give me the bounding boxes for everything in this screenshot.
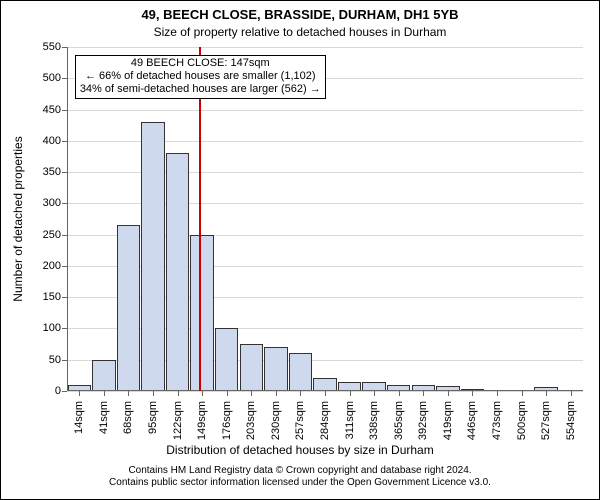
y-tick-label: 350: [33, 166, 61, 178]
x-tick-mark: [227, 391, 228, 396]
x-tick-label: 257sqm: [294, 401, 306, 440]
x-tick-label: 230sqm: [270, 401, 282, 440]
x-tick-label: 419sqm: [442, 401, 454, 440]
x-tick-label: 365sqm: [393, 401, 405, 440]
histogram-bar: [264, 347, 287, 391]
x-tick-label: 500sqm: [516, 401, 528, 440]
axis-line: [67, 390, 583, 391]
histogram-bar: [240, 344, 263, 391]
x-tick-mark: [202, 391, 203, 396]
x-tick-mark: [300, 391, 301, 396]
histogram-bar: [141, 122, 164, 391]
x-tick-label: 392sqm: [417, 401, 429, 440]
plot-area: 05010015020025030035040045050055014sqm41…: [67, 47, 583, 391]
x-tick-label: 338sqm: [368, 401, 380, 440]
x-axis-label: Distribution of detached houses by size …: [1, 443, 599, 457]
x-tick-label: 122sqm: [172, 401, 184, 440]
x-tick-mark: [522, 391, 523, 396]
x-tick-mark: [153, 391, 154, 396]
y-tick-label: 550: [33, 41, 61, 53]
reference-line: [199, 47, 201, 391]
x-tick-label: 203sqm: [245, 401, 257, 440]
y-tick-label: 150: [33, 291, 61, 303]
x-tick-mark: [472, 391, 473, 396]
x-tick-label: 14sqm: [73, 401, 85, 434]
x-tick-mark: [251, 391, 252, 396]
x-tick-mark: [571, 391, 572, 396]
annotation-line: ← 66% of detached houses are smaller (1,…: [80, 70, 321, 83]
axis-line: [67, 47, 68, 391]
footer-attribution: Contains HM Land Registry data © Crown c…: [1, 465, 599, 489]
x-tick-label: 473sqm: [491, 401, 503, 440]
x-tick-label: 446sqm: [466, 401, 478, 440]
y-tick-label: 200: [33, 260, 61, 272]
x-tick-label: 41sqm: [98, 401, 110, 434]
x-tick-mark: [325, 391, 326, 396]
x-tick-label: 554sqm: [565, 401, 577, 440]
histogram-bar: [166, 153, 189, 391]
annotation-line: 49 BEECH CLOSE: 147sqm: [80, 57, 321, 70]
footer-line1: Contains HM Land Registry data © Crown c…: [1, 465, 599, 477]
y-tick-mark: [62, 391, 67, 392]
x-tick-mark: [178, 391, 179, 396]
chart-title-line1: 49, BEECH CLOSE, BRASSIDE, DURHAM, DH1 5…: [1, 7, 599, 22]
x-tick-mark: [546, 391, 547, 396]
x-tick-label: 284sqm: [319, 401, 331, 440]
x-tick-label: 68sqm: [122, 401, 134, 434]
y-tick-label: 50: [33, 354, 61, 366]
y-tick-label: 100: [33, 322, 61, 334]
y-tick-label: 0: [33, 385, 61, 397]
x-tick-label: 149sqm: [196, 401, 208, 440]
annotation-line: 34% of semi-detached houses are larger (…: [80, 83, 321, 96]
x-tick-mark: [276, 391, 277, 396]
histogram-bar: [117, 225, 140, 391]
x-tick-mark: [128, 391, 129, 396]
x-tick-label: 311sqm: [344, 401, 356, 439]
histogram-bar: [289, 353, 312, 391]
x-tick-label: 527sqm: [540, 401, 552, 440]
grid-line: [67, 110, 583, 111]
x-tick-mark: [399, 391, 400, 396]
x-tick-label: 95sqm: [147, 401, 159, 434]
chart-container: 49, BEECH CLOSE, BRASSIDE, DURHAM, DH1 5…: [0, 0, 600, 500]
x-tick-mark: [497, 391, 498, 396]
chart-title-line2: Size of property relative to detached ho…: [1, 25, 599, 39]
grid-line: [67, 47, 583, 48]
x-tick-mark: [448, 391, 449, 396]
x-tick-mark: [104, 391, 105, 396]
x-tick-mark: [423, 391, 424, 396]
y-tick-label: 250: [33, 229, 61, 241]
x-tick-mark: [79, 391, 80, 396]
x-tick-label: 176sqm: [221, 401, 233, 440]
histogram-bar: [190, 235, 213, 391]
y-tick-label: 500: [33, 72, 61, 84]
footer-line2: Contains public sector information licen…: [1, 477, 599, 489]
annotation-box: 49 BEECH CLOSE: 147sqm← 66% of detached …: [75, 55, 326, 99]
x-tick-mark: [350, 391, 351, 396]
y-tick-label: 400: [33, 135, 61, 147]
x-tick-mark: [374, 391, 375, 396]
y-tick-label: 450: [33, 104, 61, 116]
y-axis-label: Number of detached properties: [11, 136, 25, 301]
histogram-bar: [92, 360, 115, 391]
histogram-bar: [215, 328, 238, 391]
y-tick-label: 300: [33, 197, 61, 209]
